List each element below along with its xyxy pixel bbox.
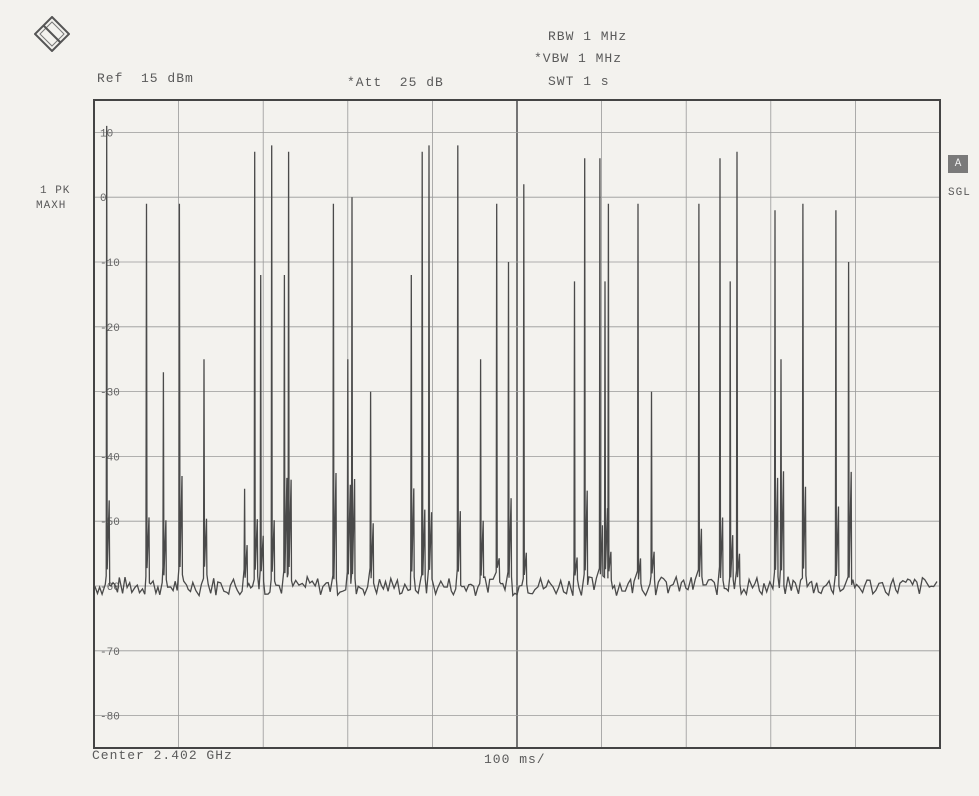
y-tick-labels: 100-10-20-30-40-50-60-70-80	[100, 128, 120, 723]
y-tick-label: 0	[100, 193, 107, 205]
trace-line	[94, 125, 938, 598]
plot-frame	[93, 99, 941, 749]
center-frequency-readout: Center 2.402 GHz	[92, 748, 233, 763]
y-tick-label: -10	[100, 258, 120, 270]
sweep-mode-indicator: SGL	[948, 187, 971, 199]
brand-logo-icon	[34, 16, 70, 52]
y-tick-label: -40	[100, 452, 120, 464]
reference-level-readout: Ref 15 dBm	[97, 71, 194, 86]
sweep-time-readout: SWT 1 s	[548, 74, 610, 89]
trace-label-mode: MAXH	[36, 200, 67, 212]
y-tick-label: -70	[100, 647, 120, 659]
y-tick-label: -20	[100, 323, 120, 335]
time-per-division-readout: 100 ms/	[484, 752, 546, 767]
rbw-readout: RBW 1 MHz	[548, 29, 628, 44]
vbw-readout: *VBW 1 MHz	[534, 51, 623, 66]
trace-label-detector: 1 PK	[40, 185, 71, 197]
y-tick-label: -80	[100, 712, 120, 724]
attenuation-readout: *Att 25 dB	[347, 75, 444, 90]
grid	[94, 100, 940, 748]
y-tick-label: -30	[100, 388, 120, 400]
trace-badge: A	[948, 155, 968, 173]
